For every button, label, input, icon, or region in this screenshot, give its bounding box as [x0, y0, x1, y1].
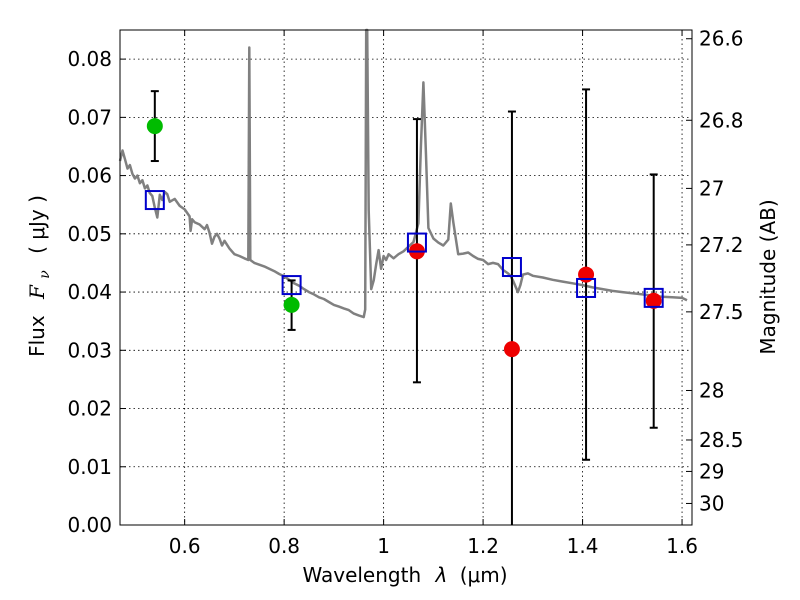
y2-tick-label: 29: [699, 459, 724, 483]
model-spectrum: [118, 28, 688, 319]
y2-tick-label: 30: [699, 491, 724, 515]
observed-point: [645, 292, 662, 309]
y2-tick-label: 27.2: [699, 233, 744, 257]
y-axis-ticks: 0.00 0.01 0.02 0.03 0.04 0.05 0.06 0.07 0.08: [67, 47, 126, 537]
y2-tick-label: 26.6: [699, 27, 744, 51]
y-tick-label: 0.08: [67, 47, 112, 71]
x-axis-label-unit: (μm): [460, 563, 508, 587]
model-photometry-point: [501, 257, 522, 278]
y-tick-label: 0.04: [67, 280, 112, 304]
error-bars: [150, 88, 658, 525]
y2-tick-label: 26.8: [699, 108, 744, 132]
y2-axis-ticks: 26.6 26.8 27 27.2 27.5 28 28.5 29 30: [686, 27, 744, 515]
y-axis-label: Flux F ν ( μJy ): [25, 195, 54, 357]
y2-tick-label: 27.5: [699, 300, 744, 324]
y-tick-label: 0.02: [67, 397, 112, 421]
y-tick-label: 0.05: [67, 222, 112, 246]
x-axis-ticks: 0.6 0.8 1 1.2 1.4 1.6: [169, 30, 698, 558]
grid: [120, 30, 692, 526]
model-photometry-point: [576, 277, 597, 298]
y-axis-label-unit: ( μJy ): [25, 195, 49, 254]
model-photometry-point: [406, 232, 427, 253]
y2-axis-label: Magnitude (AB): [756, 199, 780, 354]
x-tick-label: 1.2: [467, 534, 499, 558]
y-tick-label: 0.03: [67, 338, 112, 362]
observed-point: [146, 118, 163, 135]
x-axis-label: Wavelength λ (μm): [302, 563, 507, 587]
y2-tick-label: 28.5: [699, 428, 744, 452]
observed-point: [283, 296, 300, 313]
x-tick-label: 1.6: [666, 534, 698, 558]
y2-tick-label: 27: [699, 176, 724, 200]
y-axis-label-subscript: ν: [37, 270, 53, 279]
y-tick-label: 0.00: [67, 513, 112, 537]
x-tick-label: 0.8: [268, 534, 300, 558]
axes-frame: [119, 29, 693, 526]
model-photometry-point: [144, 190, 165, 211]
x-axis-label-symbol: λ: [435, 563, 448, 587]
model-photometry-point: [643, 287, 664, 308]
model-photometry-point: [281, 275, 302, 296]
observed-point: [503, 341, 520, 358]
x-tick-label: 0.6: [169, 534, 201, 558]
y-tick-label: 0.06: [67, 164, 112, 188]
y-axis-label-symbol: F: [25, 284, 49, 300]
observed-points: [146, 118, 662, 358]
x-axis-label-text: Wavelength: [302, 563, 421, 587]
y-tick-label: 0.01: [67, 455, 112, 479]
y-axis-label-text: Flux: [25, 315, 49, 357]
y2-tick-label: 28: [699, 378, 724, 402]
x-tick-label: 1.4: [567, 534, 599, 558]
model-spectrum-line: [118, 28, 688, 319]
model-photometry-points: [144, 190, 664, 308]
x-tick-label: 1: [377, 534, 390, 558]
y-tick-label: 0.07: [67, 105, 112, 129]
